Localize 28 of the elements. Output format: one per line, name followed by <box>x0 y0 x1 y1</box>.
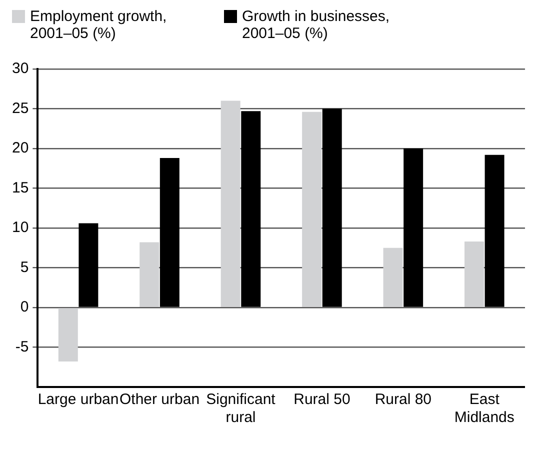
y-tick-label: 15 <box>12 179 29 196</box>
bar <box>78 223 98 307</box>
bar <box>464 242 484 307</box>
y-tick-label: 0 <box>20 298 29 316</box>
y-tick-label: 20 <box>12 140 29 157</box>
bar <box>404 148 424 307</box>
y-tick-label: 30 <box>12 60 29 78</box>
bar <box>383 248 403 307</box>
bar <box>241 111 261 307</box>
bar <box>484 154 504 307</box>
legend-label: Employment growth, 2001–05 (%) <box>30 8 168 42</box>
x-tick-label: Other urban <box>119 391 200 408</box>
bar <box>160 158 180 307</box>
x-tick-label: Significant rural <box>206 391 276 426</box>
y-tick-label: 10 <box>12 219 29 236</box>
x-tick-label: East Midlands <box>454 391 514 426</box>
y-tick-label: -5 <box>15 338 29 356</box>
y-tick-label: 25 <box>12 100 29 117</box>
bar <box>58 308 78 362</box>
bar <box>220 100 240 307</box>
bar <box>322 108 342 307</box>
x-tick-label: Rural 80 <box>374 391 432 408</box>
bar <box>140 242 160 307</box>
bar <box>302 112 322 307</box>
y-tick-label: 5 <box>20 258 29 276</box>
legend-label: Growth in businesses, 2001–05 (%) <box>242 8 391 42</box>
x-tick-label: Large urban <box>38 391 119 408</box>
x-tick-label: Rural 50 <box>294 391 350 408</box>
